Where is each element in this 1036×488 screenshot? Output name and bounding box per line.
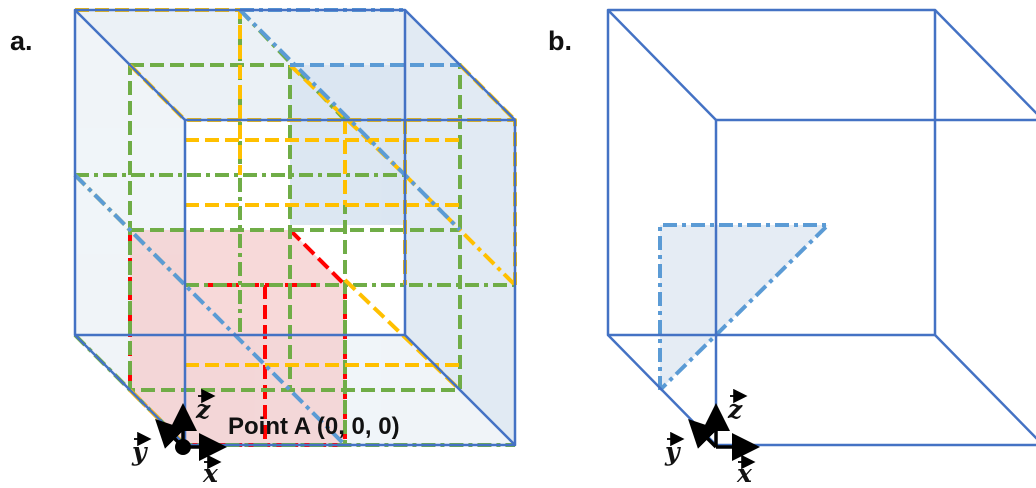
svg-text:y: y (664, 437, 681, 466)
svg-text:z: z (727, 395, 743, 424)
panel-b-triangle-outline (658, 223, 830, 392)
panel-b-label: b. (548, 26, 572, 56)
svg-text:y: y (131, 437, 148, 466)
x-axis-label-b: x (736, 454, 756, 488)
panel-a-blue-dashes (73, 8, 462, 447)
panel-a: a. (10, 8, 517, 488)
panel-b: b. z y x (548, 8, 1036, 488)
point-a-label: Point A (0, 0, 0) (228, 413, 400, 440)
panel-a-label: a. (10, 26, 33, 56)
point-a-marker (175, 439, 191, 455)
y-axis-label-a: y (131, 431, 152, 466)
y-axis-arrow-b (688, 419, 718, 449)
svg-text:z: z (195, 395, 211, 424)
panel-a-axes: z y x Point A (0, 0, 0) (131, 388, 400, 488)
z-axis-label-b: z (727, 388, 748, 424)
svg-text:x: x (202, 459, 219, 488)
z-axis-label-a: z (195, 388, 216, 424)
panel-a-cube-wireframe (73, 8, 517, 447)
x-axis-label-a: x (202, 454, 222, 488)
panel-b-axes: z y x (664, 388, 760, 488)
y-axis-label-b: y (664, 431, 685, 466)
svg-text:x: x (736, 459, 753, 488)
